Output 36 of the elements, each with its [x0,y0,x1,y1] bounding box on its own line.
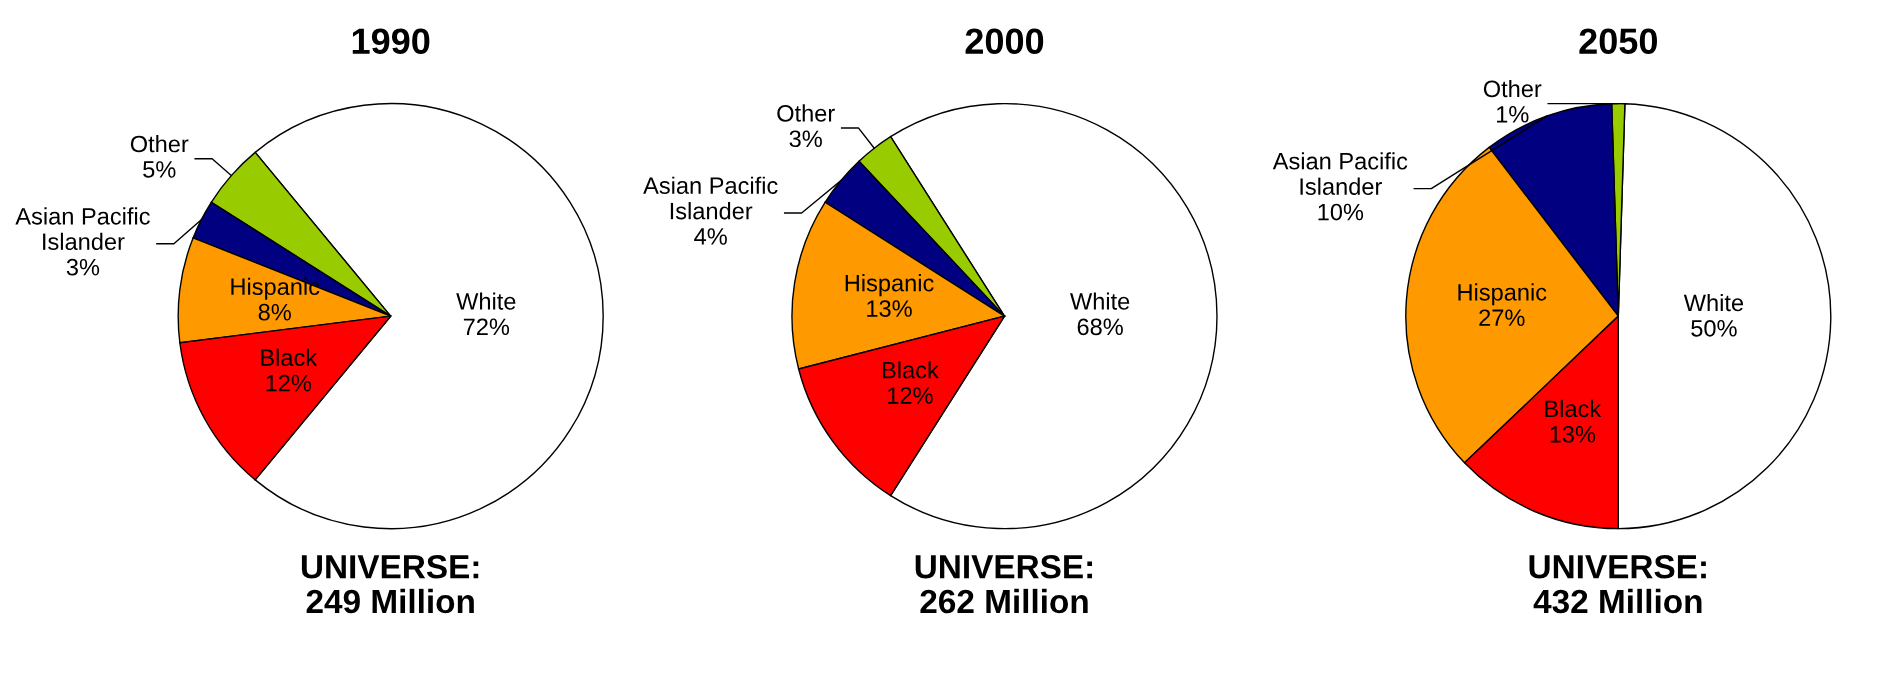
chart-title: 1990 [352,28,430,54]
slice-label: White [456,292,516,310]
data-label: 13% [1550,425,1596,443]
slice-label: Black [261,348,318,367]
text: UNIVERSE: 249 Million [301,555,479,614]
data-label: 1% [1497,106,1529,123]
chart-title: 2050 [1579,28,1657,54]
slice-label: White [1683,293,1744,312]
data-label: 8% [258,303,291,321]
data-label: 12% [888,387,933,404]
slice-label: Asian Pacific Islander [643,176,778,220]
data-label: 68% [1077,318,1123,336]
slice-label: Other [130,135,189,153]
data-label: 50% [1691,319,1737,337]
chart-title: 2000 [965,28,1044,54]
slice-label: Asian Pacific Islander [15,207,150,251]
data-label: 3% [66,258,100,276]
slice-label: Hispanic [845,274,934,297]
data-label: 13% [867,300,912,317]
data-label: 72% [463,318,510,336]
data-label: 27% [1479,309,1525,327]
data-label: 12% [266,374,312,392]
slice-label: White [1070,292,1130,310]
text: UNIVERSE: 432 Million [1529,555,1706,614]
slice-label: Hispanic [231,277,320,300]
data-label: 4% [694,228,727,245]
slice-label: Black [1545,399,1602,418]
data-label: 5% [143,161,176,178]
text: UNIVERSE: 262 Million [915,555,1093,614]
slice-label: Black [882,361,939,379]
data-label: 3% [789,130,822,148]
slice-label: Asian Pacific Islander [1272,152,1408,195]
slice-label: Other [1483,79,1542,98]
slice-label: Other [777,104,835,122]
data-label: 10% [1318,203,1364,221]
slice-label: Hispanic [1458,283,1547,306]
